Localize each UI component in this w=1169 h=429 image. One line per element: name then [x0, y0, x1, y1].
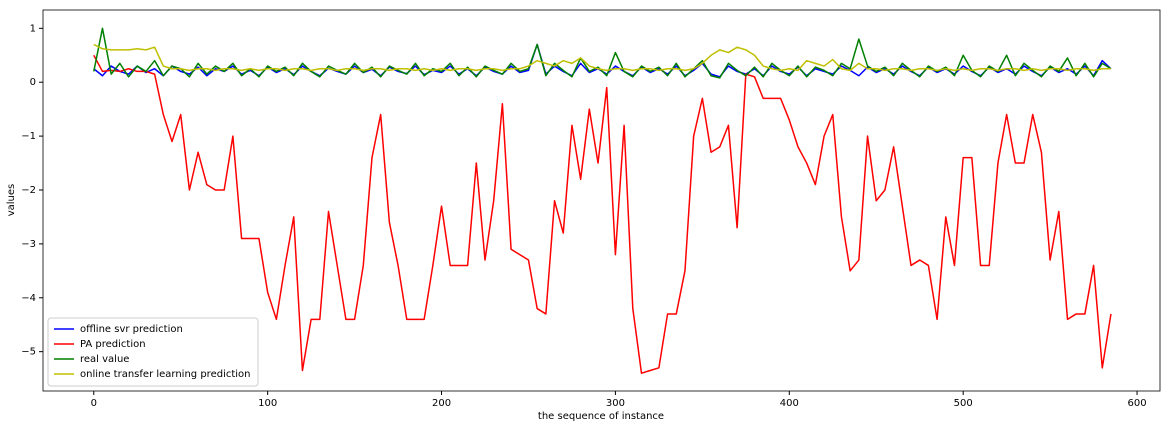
y-tick-label: −1 [21, 131, 36, 142]
y-tick-label: 0 [30, 77, 36, 88]
legend-label: real value [80, 354, 129, 365]
legend-label: offline svr prediction [80, 324, 183, 335]
x-tick-label: 300 [606, 398, 625, 409]
legend: offline svr prediction PA prediction real … [47, 317, 259, 387]
x-tick-label: 400 [780, 398, 799, 409]
x-tick-label: 500 [954, 398, 973, 409]
x-tick-label: 200 [432, 398, 451, 409]
legend-label: online transfer learning prediction [80, 369, 251, 380]
y-tick-label: 1 [30, 23, 36, 34]
y-axis-label: values [6, 184, 17, 217]
y-tick-label: −4 [21, 293, 36, 304]
x-tick-label: 100 [258, 398, 277, 409]
x-tick-label: 600 [1128, 398, 1147, 409]
y-tick-label: −3 [21, 239, 36, 250]
series-line [93, 54, 1112, 374]
y-tick-label: −2 [21, 185, 36, 196]
legend-label: PA prediction [80, 339, 146, 350]
y-tick-label: −5 [21, 347, 36, 358]
legend-box [47, 317, 259, 387]
plot-frame [42, 9, 1161, 392]
x-tick-label: 0 [91, 398, 97, 409]
series-line [93, 43, 1111, 72]
x-axis-label: the sequence of instance [538, 411, 664, 422]
